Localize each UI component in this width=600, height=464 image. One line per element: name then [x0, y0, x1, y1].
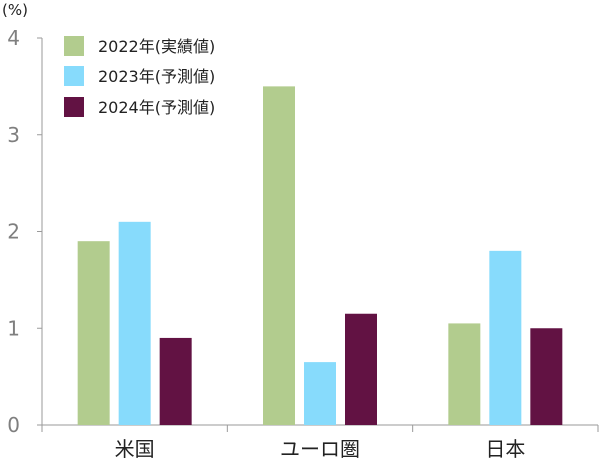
y-axis: 0 1 2 3 4 [7, 26, 43, 437]
legend-swatch-2023 [64, 66, 84, 86]
bar-2023 [489, 250, 522, 425]
bar-2022 [448, 323, 481, 425]
y-tick-label: 2 [7, 220, 20, 244]
y-tick-label: 4 [7, 26, 20, 50]
bar-2022 [77, 241, 110, 425]
y-tick-label: 3 [7, 123, 20, 147]
legend-swatch-2024 [64, 97, 84, 117]
bar-2023 [118, 221, 151, 425]
legend-label-2023: 2023年(予測値) [98, 67, 215, 86]
legend-label-2022: 2022年(実績値) [98, 37, 215, 56]
bar-2023 [304, 362, 336, 425]
bar-2024 [159, 337, 192, 425]
x-category-label: 日本 [485, 437, 525, 461]
x-category-label: ユーロ圏 [280, 437, 360, 461]
y-unit-label: (%) [2, 1, 28, 19]
bar-2024 [530, 328, 563, 425]
bar-2024 [345, 313, 377, 425]
bars [77, 86, 563, 425]
legend: 2022年(実績値) 2023年(予測値) 2024年(予測値) [64, 36, 215, 117]
y-tick-label: 1 [7, 316, 20, 340]
legend-swatch-2022 [64, 36, 84, 56]
y-tick-label: 0 [7, 413, 20, 437]
x-axis: 米国 ユーロ圏 日本 [41, 424, 599, 461]
x-category-label: 米国 [115, 437, 155, 461]
legend-label-2024: 2024年(予測値) [98, 98, 215, 117]
bar-2022 [263, 86, 295, 425]
